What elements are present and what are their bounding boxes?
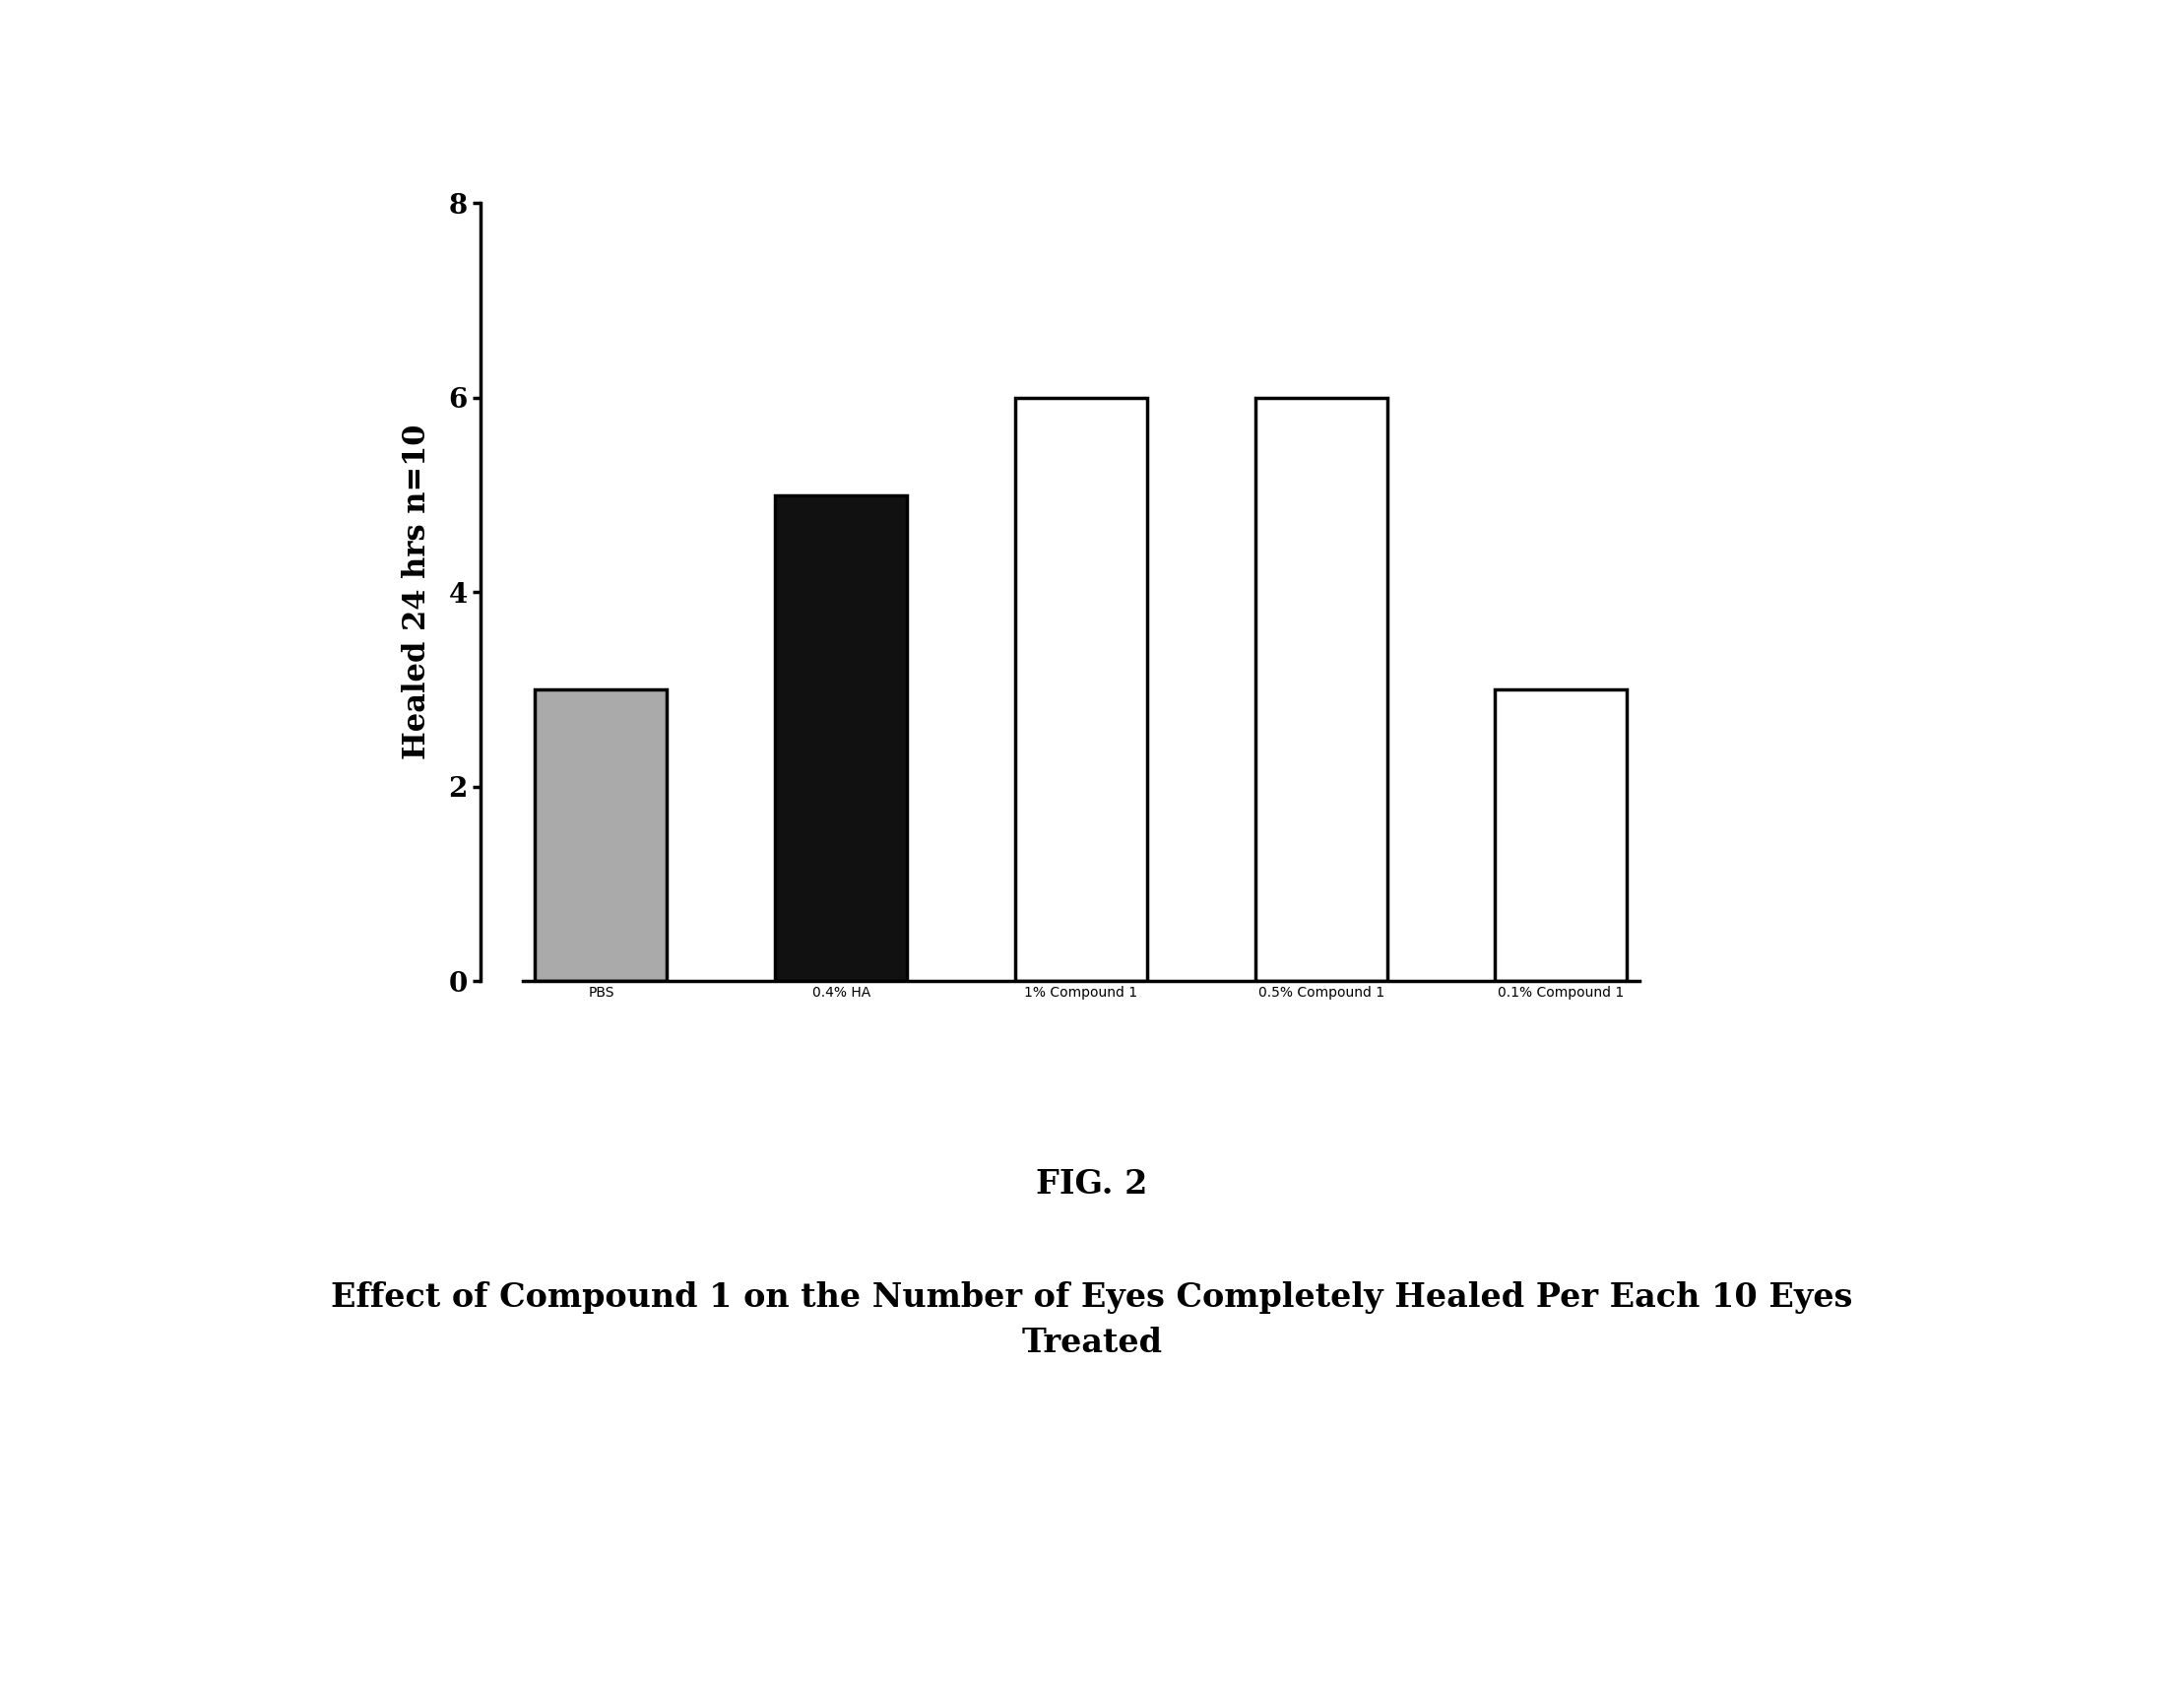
Bar bbox=[535, 690, 666, 981]
Bar bbox=[1496, 690, 1627, 981]
Text: FIG. 2: FIG. 2 bbox=[1035, 1167, 1149, 1201]
Y-axis label: Healed 24 hrs n=10: Healed 24 hrs n=10 bbox=[402, 425, 432, 760]
Text: Effect of Compound 1 on the Number of Eyes Completely Healed Per Each 10 Eyes
Tr: Effect of Compound 1 on the Number of Ey… bbox=[332, 1281, 1852, 1359]
Bar bbox=[775, 496, 906, 981]
Bar bbox=[1256, 398, 1387, 981]
Bar bbox=[1016, 398, 1147, 981]
